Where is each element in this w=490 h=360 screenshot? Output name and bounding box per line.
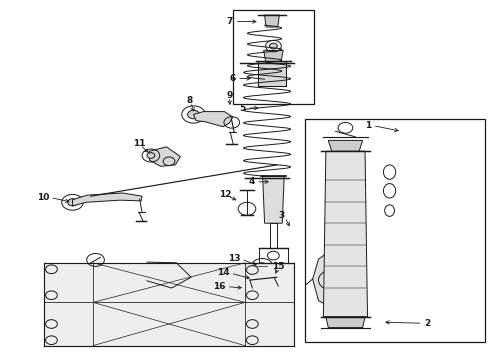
Polygon shape — [264, 50, 283, 63]
Polygon shape — [263, 176, 284, 223]
Circle shape — [257, 263, 267, 270]
Text: 9: 9 — [226, 91, 233, 100]
Polygon shape — [258, 61, 286, 86]
Text: 15: 15 — [272, 262, 285, 271]
Circle shape — [188, 110, 199, 119]
Polygon shape — [323, 151, 368, 317]
Text: 14: 14 — [217, 269, 229, 277]
Circle shape — [325, 275, 339, 285]
Text: 10: 10 — [37, 193, 49, 202]
Text: 5: 5 — [240, 104, 246, 112]
Polygon shape — [194, 112, 233, 127]
Polygon shape — [313, 252, 348, 306]
Text: 2: 2 — [424, 319, 430, 328]
Circle shape — [147, 153, 155, 158]
Polygon shape — [149, 147, 180, 166]
Bar — [305, 119, 485, 342]
Circle shape — [68, 199, 77, 206]
Text: 4: 4 — [248, 177, 255, 186]
Text: 1: 1 — [365, 121, 371, 130]
Text: 13: 13 — [227, 254, 240, 263]
Polygon shape — [73, 193, 142, 206]
Text: 3: 3 — [278, 211, 284, 220]
Text: 7: 7 — [227, 17, 233, 26]
Circle shape — [270, 43, 277, 49]
Polygon shape — [265, 15, 279, 27]
Text: 6: 6 — [229, 74, 236, 83]
Text: 12: 12 — [219, 190, 232, 199]
Polygon shape — [326, 317, 365, 328]
Text: 11: 11 — [133, 139, 146, 148]
Text: 8: 8 — [187, 96, 193, 105]
Polygon shape — [44, 263, 294, 346]
Bar — [233, 10, 314, 104]
Polygon shape — [328, 140, 363, 151]
Text: 16: 16 — [213, 282, 225, 291]
